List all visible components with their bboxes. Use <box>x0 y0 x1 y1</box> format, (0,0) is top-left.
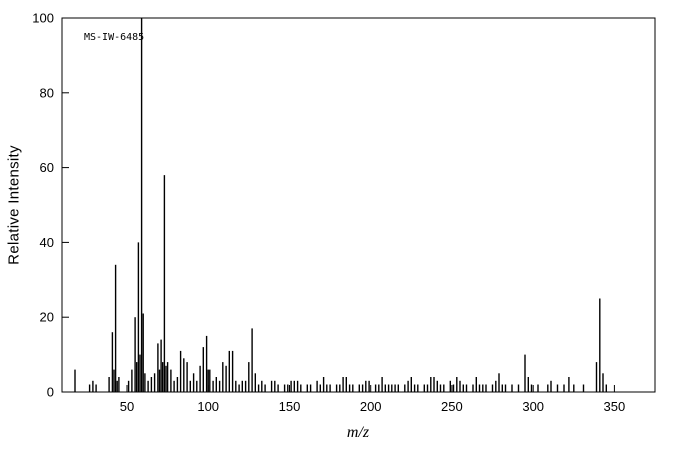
spectrum-id-label: MS-IW-6485 <box>84 32 145 43</box>
x-tick-label: 300 <box>522 399 544 414</box>
x-tick-label: 50 <box>120 399 134 414</box>
x-tick-label: 350 <box>604 399 626 414</box>
y-tick-label: 80 <box>40 85 54 100</box>
x-tick-label: 250 <box>441 399 463 414</box>
x-tick-label: 200 <box>360 399 382 414</box>
y-tick-label: 100 <box>32 11 54 26</box>
plot-frame <box>61 17 656 393</box>
y-tick-label: 0 <box>47 385 54 400</box>
y-axis-label: Relative Intensity <box>5 145 23 265</box>
y-tick-label: 60 <box>40 160 54 175</box>
y-tick-label: 20 <box>40 310 54 325</box>
y-tick-label: 40 <box>40 235 54 250</box>
x-axis-label: m/z <box>346 424 370 441</box>
x-tick-label: 100 <box>197 399 219 414</box>
x-tick-label: 150 <box>279 399 301 414</box>
